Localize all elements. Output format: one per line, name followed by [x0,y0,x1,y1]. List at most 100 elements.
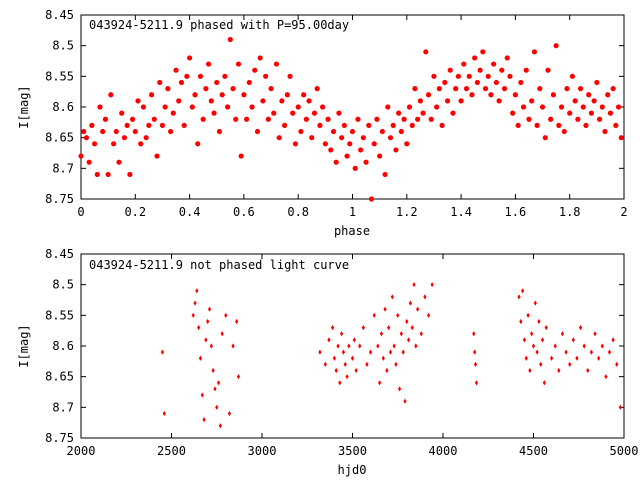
data-point [560,331,565,337]
data-point [102,116,109,122]
data-point [401,116,407,122]
data-point [195,141,201,147]
data-point [578,325,583,331]
data-point [423,49,429,55]
data-point [235,318,239,325]
data-point [181,122,187,128]
data-point [535,349,539,355]
phased-light-curve-panel: 8.45 8.5 8.55 8.6 8.65 8.7 8.75 0 0.2 0.4 0.6 0.8 1… [17,8,628,238]
data-point [393,147,399,153]
data-point [528,367,532,374]
data-point [200,116,206,122]
data-point [368,196,375,202]
data-point [191,312,195,318]
x-tick-label: 3000 [248,444,277,458]
data-point [146,122,152,128]
data-point [349,128,356,135]
data-point [309,135,315,141]
data-point [173,67,179,73]
x-tick-label: 0.2 [124,205,146,219]
data-point [447,67,453,73]
data-point [292,141,299,147]
data-point [198,355,203,361]
data-point [399,331,403,337]
y-tick-label: 8.6 [52,339,74,353]
data-point [192,92,198,98]
data-point [365,361,369,367]
data-point [522,337,527,343]
data-point [473,361,478,367]
data-point [557,367,561,374]
data-point [406,104,413,110]
data-point [235,61,242,67]
data-point [187,55,193,61]
data-point [553,43,559,49]
data-point [504,55,510,61]
data-point [385,367,389,374]
x-axis-label: phase [334,224,370,238]
data-point [572,98,578,104]
data-point [162,104,168,110]
data-point [339,135,345,141]
data-point [593,331,597,337]
data-point [607,110,614,116]
x-axis-label: hjd0 [338,463,367,477]
data-point [469,92,475,98]
data-point [430,282,434,288]
y-tick-label: 8.6 [52,100,74,114]
data-point [583,122,589,128]
data-point [344,153,350,159]
y-tick-label: 8.7 [52,400,74,414]
data-point [580,104,586,110]
data-point [165,86,171,92]
data-point [268,86,274,92]
data-point [276,135,282,141]
data-point [148,92,155,98]
data-point [412,282,416,288]
data-point [472,331,476,337]
data-point [167,128,174,135]
data-point [390,122,396,128]
data-point [105,171,111,178]
data-point [387,325,391,331]
data-point [618,404,622,410]
data-point [127,171,133,178]
data-point [444,98,451,104]
data-point [482,86,489,92]
data-point [410,325,414,331]
data-point [100,128,106,135]
data-point [135,98,141,104]
data-point [129,116,136,122]
x-axis-ticks: 2000 2500 3000 3500 4000 4500 5000 [67,254,638,458]
data-point [453,86,459,92]
plot-frame [80,253,625,439]
x-tick-label: 1 [349,205,356,219]
data-point [116,159,122,165]
data-point [596,116,603,122]
data-point [434,104,440,110]
data-point [352,165,358,171]
data-point [510,110,516,116]
data-point [404,141,410,147]
data-point [138,141,144,147]
data-point [473,349,477,355]
data-point [523,67,529,73]
data-point [493,79,499,86]
data-point [526,116,532,122]
data-point [403,398,407,404]
y-tick-label: 8.7 [52,161,74,175]
data-point [160,349,165,355]
x-tick-label: 0.8 [287,205,309,219]
data-point [507,73,513,79]
y-tick-label: 8.75 [45,192,74,206]
data-point [531,343,536,349]
x-tick-label: 4500 [519,444,548,458]
data-point [550,92,557,98]
data-point [213,386,217,392]
data-point [615,361,619,367]
data-point [477,67,483,73]
data-point [526,312,530,318]
data-point [488,92,494,98]
data-point [594,79,600,86]
